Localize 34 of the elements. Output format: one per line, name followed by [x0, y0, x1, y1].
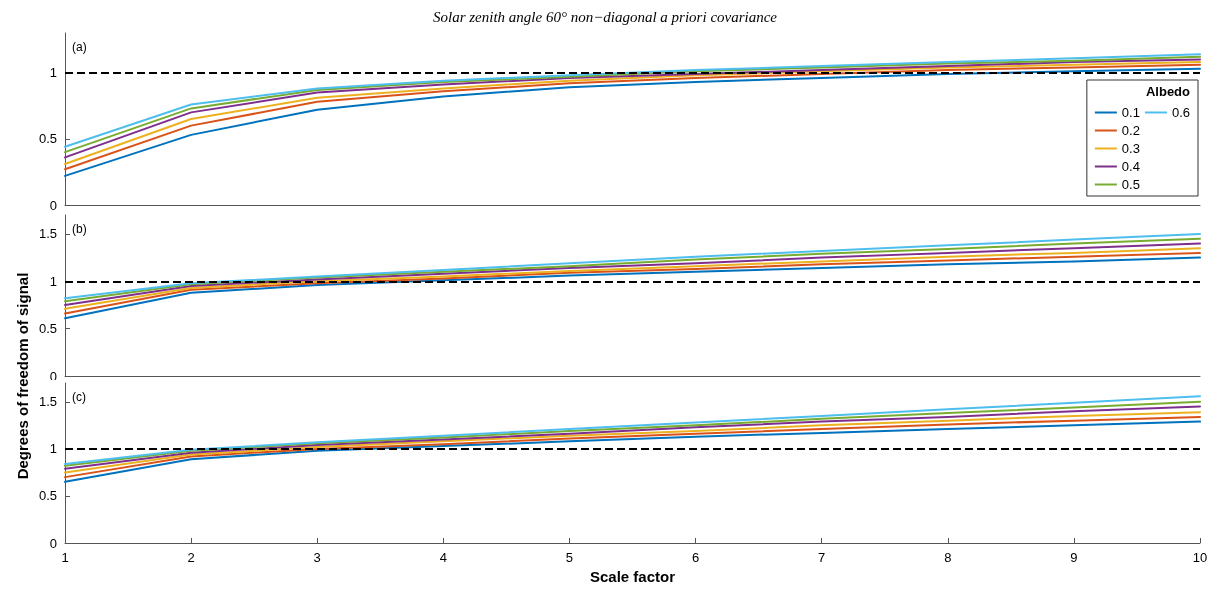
- legend-label: 0.5: [1121, 177, 1140, 192]
- x-tick-label: 3: [313, 550, 321, 565]
- y-tick-label: 1: [49, 65, 57, 81]
- y-tick-label: 0.5: [38, 488, 57, 504]
- y-tick-label: 0: [49, 535, 57, 551]
- chart-title: Solar zenith angle 60° non−diagonal a priori covariance: [432, 8, 778, 25]
- y-tick-label: 1.5: [38, 394, 57, 410]
- x-tick-label: 9: [1070, 550, 1078, 565]
- annotation: (a): [72, 40, 87, 54]
- y-tick-label: 0: [49, 197, 57, 213]
- y-tick-label: 1: [49, 273, 57, 289]
- x-tick-label: 5: [565, 550, 574, 565]
- legend-label: 0.1: [1121, 105, 1140, 120]
- x-tick-label: 7: [818, 550, 826, 565]
- x-tick-label: 8: [944, 550, 952, 565]
- legend-label: 0.4: [1121, 159, 1140, 174]
- legend-label: 0.3: [1121, 141, 1140, 156]
- y-tick-label: 0.5: [38, 131, 57, 147]
- x-tick-label: 2: [187, 550, 195, 565]
- legend-title: Albedo: [1145, 84, 1191, 99]
- x-tick-label: 10: [1192, 550, 1208, 565]
- legend-label: 0.6: [1171, 105, 1191, 120]
- x-axis-title: Scale factor: [589, 568, 676, 585]
- x-tick-label: 1: [61, 550, 69, 565]
- x-tick-label: 6: [691, 550, 700, 565]
- legend-label: 0.2: [1121, 123, 1140, 138]
- y-tick-label: 0: [49, 368, 57, 384]
- annotation: (c): [72, 390, 86, 404]
- annotation: (b): [72, 222, 87, 236]
- y-tick-label: 1.5: [38, 226, 57, 242]
- y-axis-title: Degrees of freedom of signal: [13, 272, 31, 480]
- x-tick-label: 4: [439, 550, 447, 565]
- y-tick-label: 1: [49, 441, 57, 457]
- y-tick-label: 0.5: [38, 321, 57, 337]
